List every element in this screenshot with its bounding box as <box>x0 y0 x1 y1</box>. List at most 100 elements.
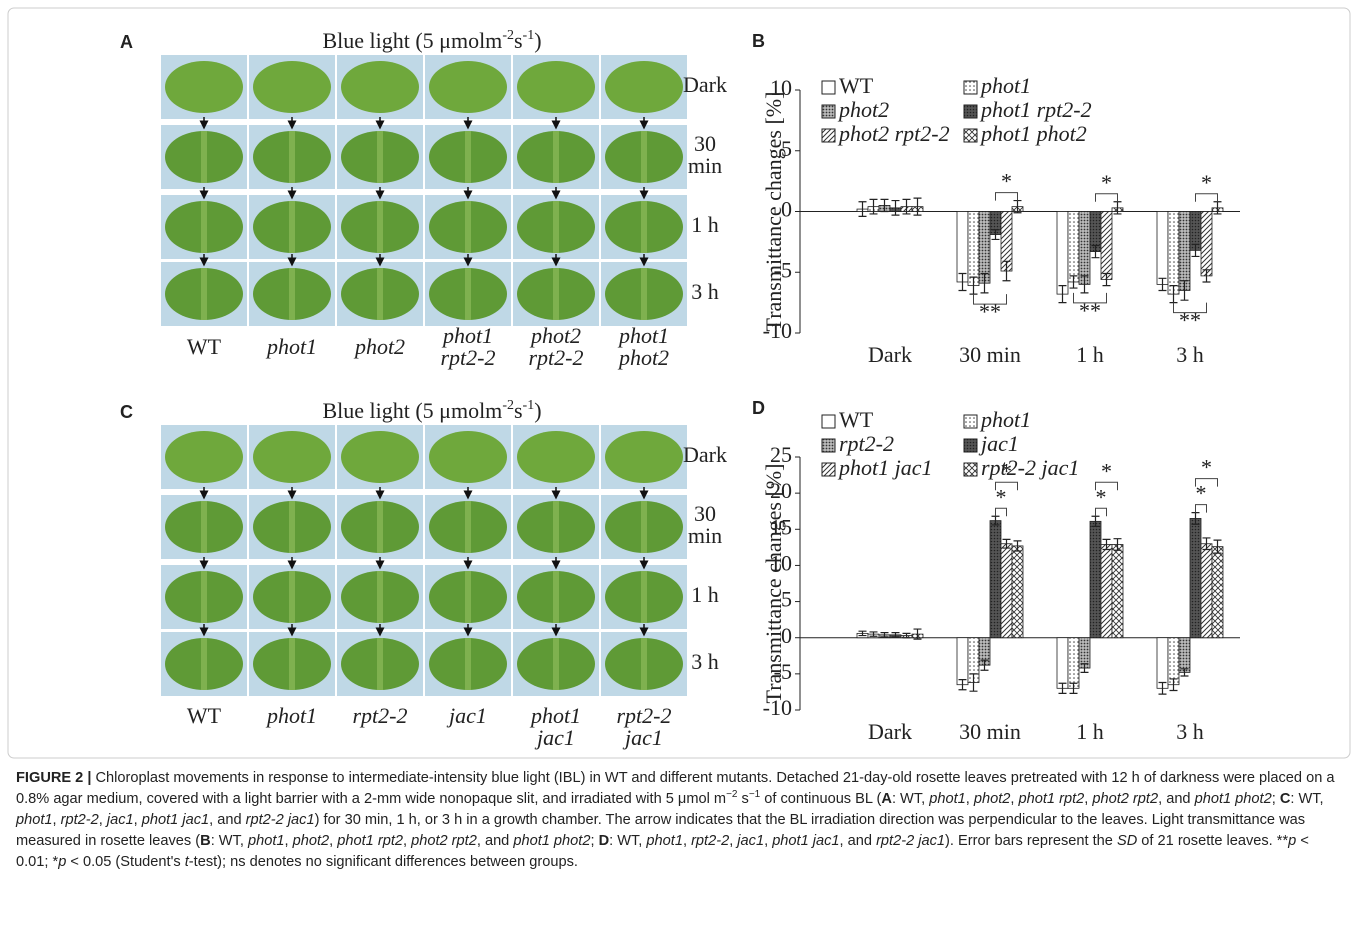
slit-band <box>465 268 471 320</box>
y-tick-label: -10 <box>763 695 792 720</box>
y-tick-label: -5 <box>774 659 792 684</box>
title-run: -2 <box>502 28 514 43</box>
bar <box>1078 211 1091 285</box>
caption-run: jac1 <box>106 812 134 828</box>
legend-label: rpt2-2 jac1 <box>981 455 1079 480</box>
slit-band <box>289 201 295 253</box>
leaf <box>341 61 419 113</box>
bar <box>1178 637 1191 673</box>
slit-band <box>641 131 647 183</box>
caption-run: phot1 phot2 <box>1194 791 1272 807</box>
significance-label: * <box>1096 484 1107 509</box>
caption-run: of continuous BL ( <box>760 791 882 807</box>
caption-run: , <box>729 833 738 849</box>
column-label: phot2 <box>353 334 405 359</box>
column-label: rpt2-2 <box>441 345 496 370</box>
y-tick-label: 15 <box>770 514 792 539</box>
slit-band <box>289 638 295 690</box>
caption-run: , and <box>839 833 877 849</box>
slit-band <box>377 638 383 690</box>
bar <box>1167 637 1180 686</box>
caption-run: , and <box>209 812 246 828</box>
legend-swatch <box>821 438 836 453</box>
x-tick-label: 30 min <box>959 342 1021 367</box>
error-bar <box>1158 277 1167 292</box>
caption-run: , and <box>1158 791 1195 807</box>
caption-run: Chloroplast movements in response to int… <box>16 770 1335 807</box>
caption-run: < 0.05 (Student's <box>66 854 185 870</box>
significance-bracket <box>1195 504 1207 513</box>
legend-label: phot1 <box>979 73 1031 98</box>
column-label: jac1 <box>622 725 663 750</box>
caption-run: p <box>58 854 67 870</box>
column-label: phot1 <box>265 703 317 728</box>
y-tick-label: 5 <box>781 136 792 161</box>
significance-bracket <box>1095 507 1107 517</box>
leaf <box>253 431 331 483</box>
panel-letter: C <box>120 402 133 422</box>
error-bar <box>913 628 922 640</box>
leaf <box>165 431 243 483</box>
caption-run: , <box>284 833 293 849</box>
caption-run: phot1 jac1 <box>141 812 210 828</box>
row-label: Dark <box>683 442 727 467</box>
legend-label: rpt2-2 <box>839 431 894 456</box>
significance-bracket <box>1195 193 1218 202</box>
caption-run: jac1 <box>737 833 765 849</box>
row-label: 3 h <box>691 649 719 674</box>
slit-band <box>289 571 295 623</box>
error-bar <box>1069 682 1078 694</box>
error-bar <box>869 631 878 637</box>
caption-run: phot2 <box>292 833 330 849</box>
slit-band <box>201 571 207 623</box>
slit-band <box>465 131 471 183</box>
slit-band <box>465 501 471 553</box>
legend-label: phot1 phot2 <box>979 121 1087 146</box>
caption-run: −1 <box>748 789 761 801</box>
error-bar <box>1169 678 1178 692</box>
error-bar <box>902 632 911 639</box>
significance-bracket <box>1095 481 1118 491</box>
y-axis-label: Transmittance changes [%] <box>761 92 786 332</box>
y-tick-label: -10 <box>763 318 792 343</box>
caption-run: phot1 jac1 <box>772 833 840 849</box>
bar <box>1167 211 1180 295</box>
column-label: WT <box>187 703 222 728</box>
significance-label: * <box>1101 170 1112 195</box>
legend-label: jac1 <box>978 431 1019 456</box>
caption-run: phot2 <box>973 791 1011 807</box>
slit-band <box>201 131 207 183</box>
error-bar <box>1180 668 1189 677</box>
caption-run: , <box>403 833 412 849</box>
caption-run: , <box>133 812 142 828</box>
significance-label: * <box>1201 170 1212 195</box>
title-run: ) <box>534 398 541 423</box>
row-label: 3 h <box>691 279 719 304</box>
error-bar <box>1158 681 1167 695</box>
error-bar <box>880 198 889 213</box>
x-tick-label: 1 h <box>1076 342 1104 367</box>
significance-bracket <box>1195 478 1218 487</box>
column-label: phot1 <box>441 323 493 348</box>
caption-run: SD <box>1116 833 1138 849</box>
bar <box>989 520 1002 639</box>
bar <box>956 211 969 283</box>
x-tick-label: 3 h <box>1176 342 1204 367</box>
y-tick-label: 10 <box>770 75 792 100</box>
caption-run: D <box>598 833 610 849</box>
error-bar <box>858 630 867 637</box>
caption-run: s <box>737 791 749 807</box>
slit-band <box>201 638 207 690</box>
slit-band <box>201 268 207 320</box>
figure-border <box>7 7 1351 759</box>
error-bar <box>1058 285 1067 304</box>
caption-run: , <box>329 833 338 849</box>
caption-run: t <box>184 854 189 870</box>
y-axis-label: Transmittance changes [%] <box>761 464 786 704</box>
title-run: -2 <box>502 398 514 413</box>
slit-band <box>289 268 295 320</box>
bar <box>1089 520 1102 639</box>
caption-run: ). Error bars represent the <box>945 833 1117 849</box>
slit-band <box>289 501 295 553</box>
significance-label: * <box>1001 169 1012 194</box>
